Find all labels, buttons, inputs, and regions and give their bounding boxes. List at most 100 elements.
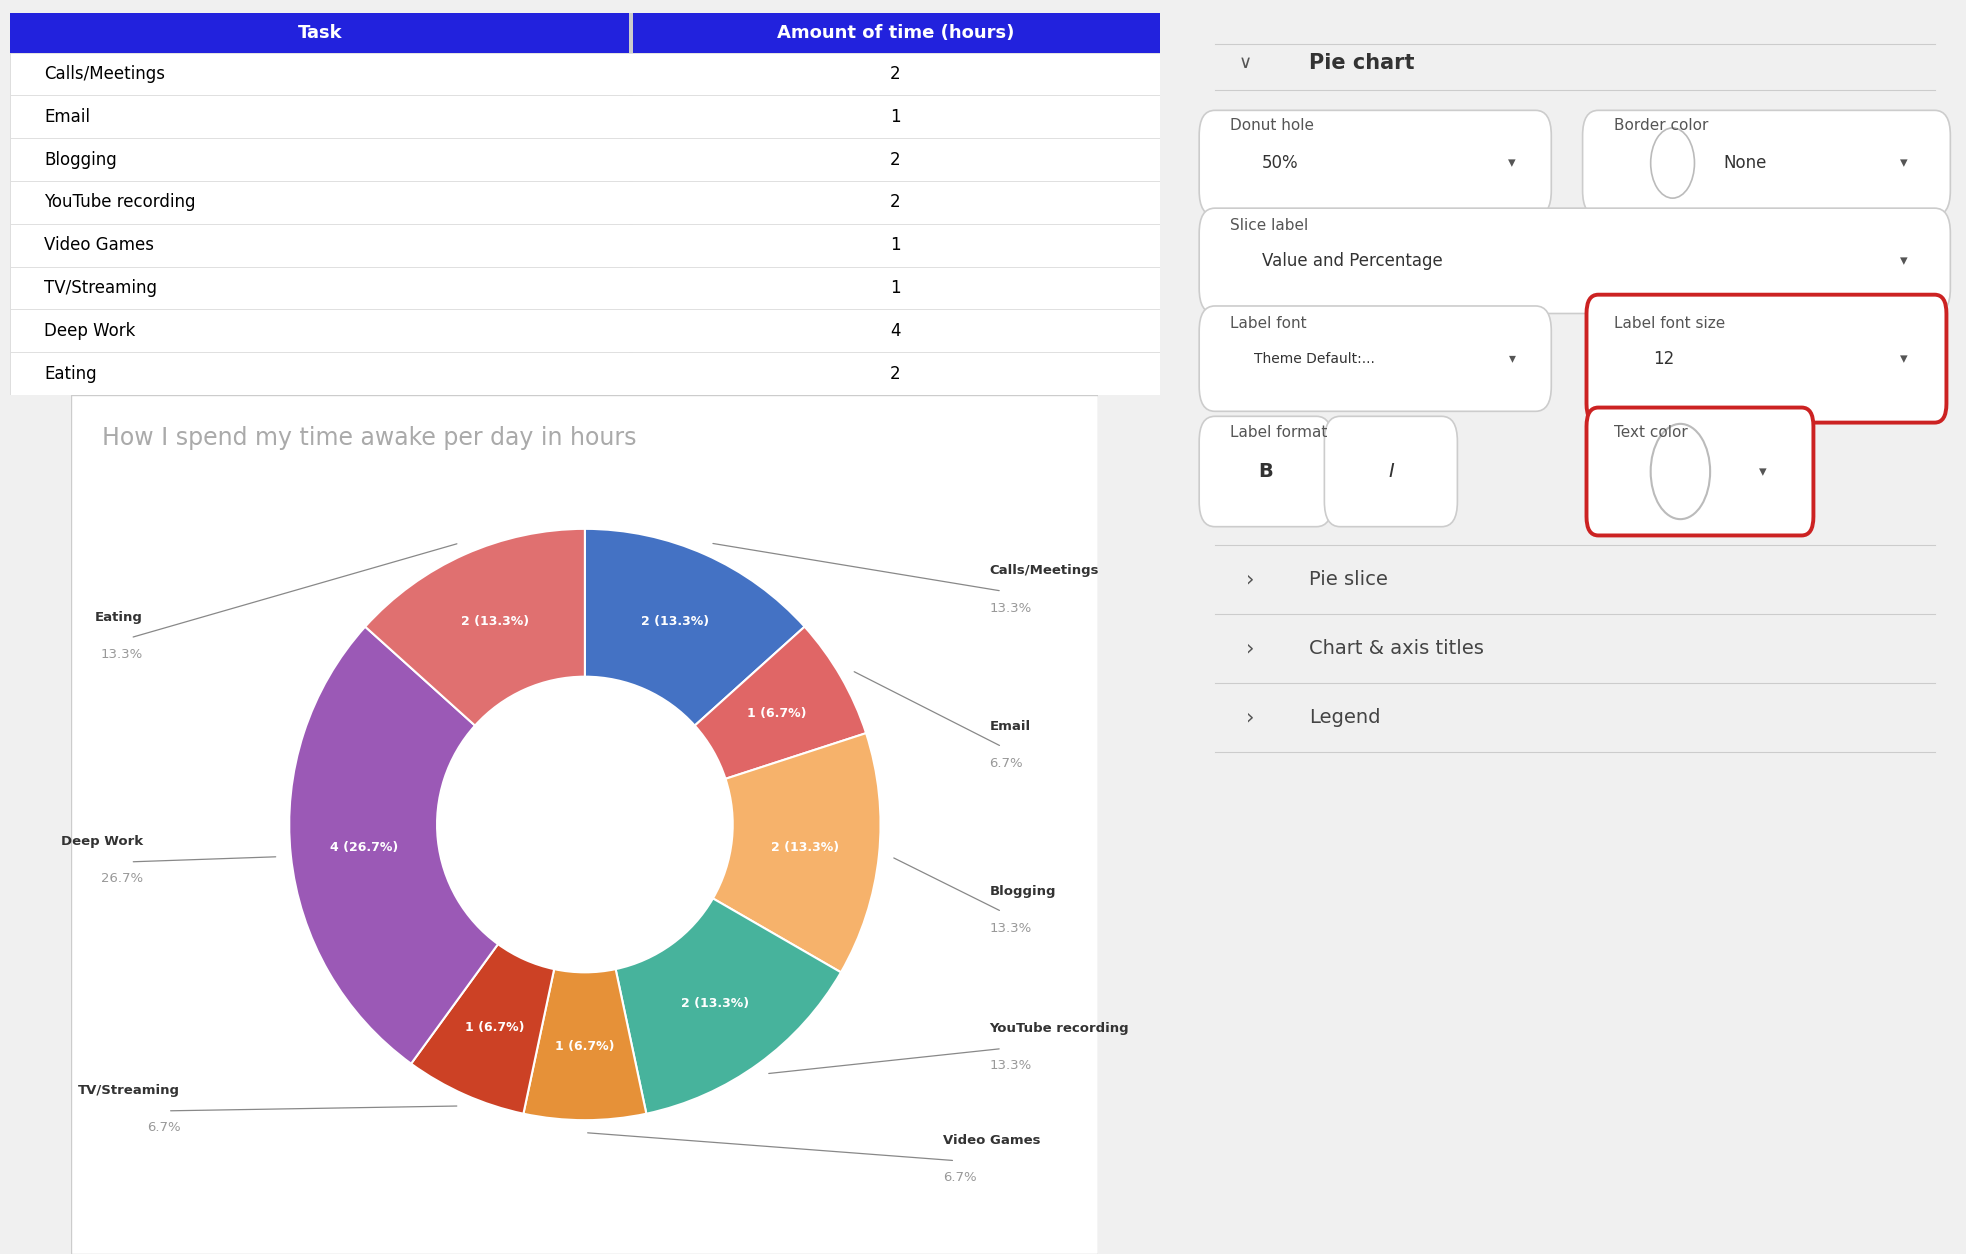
Text: 1 (6.7%): 1 (6.7%) [747, 707, 806, 720]
Text: ∨: ∨ [1239, 54, 1252, 71]
Wedge shape [411, 944, 554, 1114]
Text: 13.3%: 13.3% [989, 1060, 1032, 1072]
Text: Blogging: Blogging [989, 885, 1056, 898]
Text: TV/Streaming: TV/Streaming [45, 280, 157, 297]
FancyBboxPatch shape [1587, 408, 1813, 535]
Text: 2 (13.3%): 2 (13.3%) [771, 841, 839, 854]
FancyBboxPatch shape [10, 95, 1160, 138]
Text: ›: › [1246, 569, 1254, 589]
Text: Deep Work: Deep Work [45, 322, 136, 340]
Text: 1 (6.7%): 1 (6.7%) [554, 1040, 615, 1053]
Text: Slice label: Slice label [1231, 218, 1309, 233]
Wedge shape [615, 898, 841, 1114]
Text: 2: 2 [891, 365, 900, 382]
Text: Deep Work: Deep Work [61, 835, 144, 848]
Text: 2 (13.3%): 2 (13.3%) [641, 616, 710, 628]
Text: 13.3%: 13.3% [989, 602, 1032, 614]
FancyBboxPatch shape [1325, 416, 1457, 527]
Text: 4: 4 [891, 322, 900, 340]
Text: ▾: ▾ [1508, 351, 1516, 366]
Text: TV/Streaming: TV/Streaming [79, 1085, 181, 1097]
Text: B: B [1258, 461, 1274, 482]
Text: Email: Email [45, 108, 90, 125]
Text: Video Games: Video Games [45, 236, 155, 255]
Text: 2: 2 [891, 65, 900, 83]
Text: None: None [1724, 154, 1767, 172]
Text: Chart & axis titles: Chart & axis titles [1309, 638, 1484, 658]
Text: 6.7%: 6.7% [944, 1171, 977, 1184]
Text: 26.7%: 26.7% [100, 873, 144, 885]
Text: Eating: Eating [94, 611, 144, 624]
FancyBboxPatch shape [10, 267, 1160, 310]
Text: 13.3%: 13.3% [989, 922, 1032, 935]
Text: YouTube recording: YouTube recording [989, 1022, 1128, 1035]
Text: 6.7%: 6.7% [989, 757, 1022, 770]
FancyBboxPatch shape [1583, 110, 1950, 216]
FancyBboxPatch shape [1199, 306, 1551, 411]
FancyBboxPatch shape [629, 13, 633, 395]
Text: Email: Email [989, 720, 1030, 734]
Wedge shape [694, 627, 867, 779]
Text: 13.3%: 13.3% [100, 648, 144, 661]
Wedge shape [366, 529, 586, 726]
Text: Pie slice: Pie slice [1309, 569, 1388, 589]
Circle shape [1651, 424, 1710, 519]
Text: ›: › [1246, 638, 1254, 658]
FancyBboxPatch shape [10, 138, 1160, 181]
FancyBboxPatch shape [71, 395, 1099, 1254]
Wedge shape [289, 627, 497, 1063]
Text: YouTube recording: YouTube recording [45, 193, 197, 212]
Circle shape [1651, 128, 1695, 198]
FancyBboxPatch shape [1199, 416, 1333, 527]
Text: I: I [1388, 461, 1394, 482]
Text: Video Games: Video Games [944, 1134, 1040, 1147]
FancyBboxPatch shape [1199, 110, 1551, 216]
Text: 4 (26.7%): 4 (26.7%) [330, 841, 399, 854]
Text: Label font: Label font [1231, 316, 1307, 331]
Text: Eating: Eating [45, 365, 96, 382]
Text: Label format: Label format [1231, 425, 1327, 440]
FancyBboxPatch shape [10, 352, 1160, 395]
Text: Calls/Meetings: Calls/Meetings [45, 65, 165, 83]
Text: 2 (13.3%): 2 (13.3%) [680, 997, 749, 1011]
Text: Donut hole: Donut hole [1231, 118, 1315, 133]
Text: Value and Percentage: Value and Percentage [1262, 252, 1443, 270]
Text: ▾: ▾ [1760, 464, 1765, 479]
FancyBboxPatch shape [10, 13, 1160, 53]
Text: Label font size: Label font size [1614, 316, 1724, 331]
Text: Legend: Legend [1309, 707, 1380, 727]
FancyBboxPatch shape [10, 53, 1160, 95]
Text: Amount of time (hours): Amount of time (hours) [777, 24, 1014, 41]
Text: Blogging: Blogging [45, 150, 118, 169]
FancyBboxPatch shape [10, 310, 1160, 352]
Wedge shape [523, 969, 647, 1120]
Text: ▾: ▾ [1899, 253, 1907, 268]
FancyBboxPatch shape [10, 13, 1160, 395]
Text: 2: 2 [891, 193, 900, 212]
Text: Task: Task [299, 24, 342, 41]
Text: 2: 2 [891, 150, 900, 169]
Text: Border color: Border color [1614, 118, 1708, 133]
Text: Pie chart: Pie chart [1309, 53, 1414, 73]
Text: Theme Default:...: Theme Default:... [1254, 351, 1374, 366]
Wedge shape [586, 529, 804, 726]
Text: Calls/Meetings: Calls/Meetings [989, 564, 1099, 577]
Text: 1: 1 [891, 280, 900, 297]
Text: 50%: 50% [1262, 154, 1298, 172]
Text: ▾: ▾ [1899, 155, 1907, 171]
Text: ›: › [1246, 707, 1254, 727]
Text: Text color: Text color [1614, 425, 1687, 440]
FancyBboxPatch shape [10, 181, 1160, 224]
Text: How I spend my time awake per day in hours: How I spend my time awake per day in hou… [102, 426, 637, 450]
Text: 1: 1 [891, 108, 900, 125]
Text: ▾: ▾ [1899, 351, 1907, 366]
FancyBboxPatch shape [1587, 295, 1946, 423]
Text: 1: 1 [891, 236, 900, 255]
FancyBboxPatch shape [10, 224, 1160, 267]
Text: 2 (13.3%): 2 (13.3%) [460, 616, 529, 628]
Text: ▾: ▾ [1508, 155, 1516, 171]
Text: 1 (6.7%): 1 (6.7%) [464, 1021, 525, 1033]
Wedge shape [714, 734, 881, 972]
FancyBboxPatch shape [1199, 208, 1950, 314]
Text: 6.7%: 6.7% [147, 1121, 181, 1135]
